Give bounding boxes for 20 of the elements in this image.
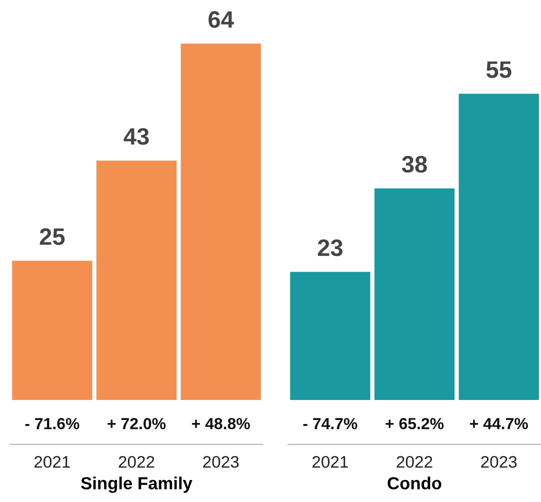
x-axis-title: Condo: [388, 476, 442, 490]
x-tick-label: 2021: [312, 456, 348, 468]
x-tick-label: 2023: [203, 456, 239, 468]
text: - 71.6%: [25, 418, 80, 430]
data-label: 38: [402, 156, 427, 173]
data-label: 43: [124, 128, 149, 145]
text: + 44.7%: [470, 418, 528, 430]
x-tick-label: 2022: [396, 456, 432, 468]
text: + 48.8%: [192, 418, 250, 430]
data-label: 55: [486, 61, 512, 78]
x-axis-title: Single Family: [81, 476, 192, 493]
x-tick-label: 2023: [481, 456, 517, 468]
x-tick-label: 2022: [118, 456, 154, 468]
text: + 65.2%: [386, 418, 444, 430]
text: - 74.7%: [303, 418, 358, 430]
x-tick-label: 2021: [34, 456, 70, 468]
data-label: 25: [40, 228, 65, 246]
data-label: 64: [208, 11, 234, 28]
text: + 72.0%: [108, 418, 166, 430]
data-label: 23: [318, 239, 342, 256]
